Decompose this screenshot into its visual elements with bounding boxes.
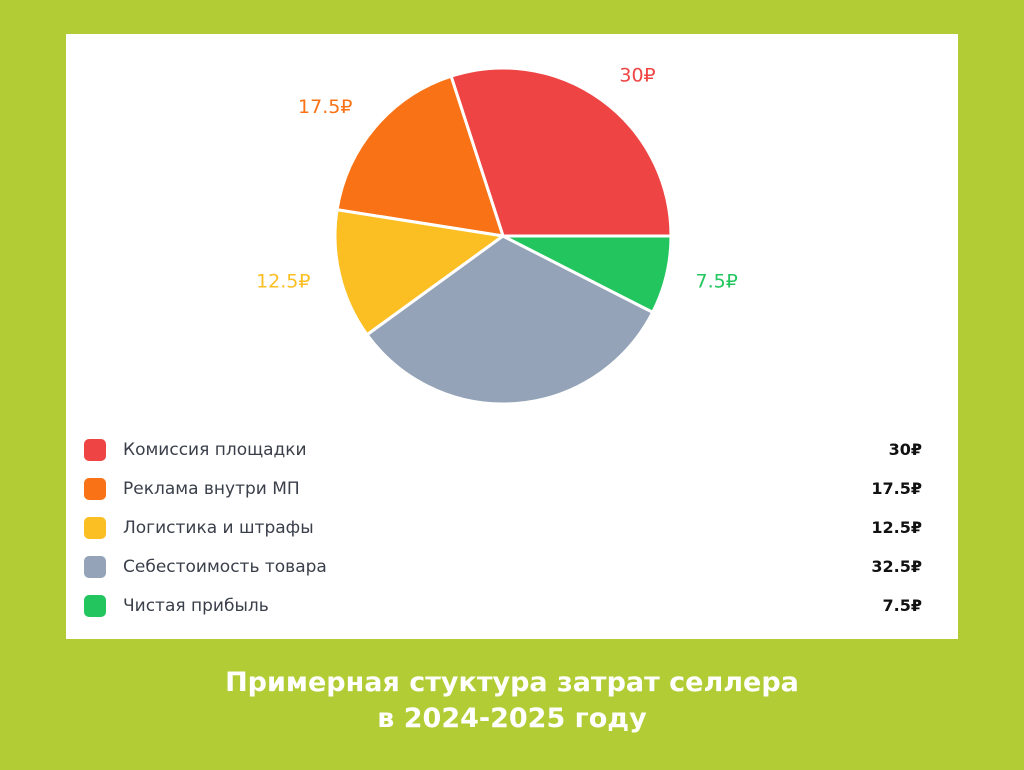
legend-label-cost: Себестоимость товара [123,556,327,577]
legend-swatch-cost [84,555,106,578]
caption-line-1: Примерная стуктура затрат селлера [225,667,799,698]
legend-value-commission: 30₽ [888,440,922,459]
chart-card: 30₽ 17.5₽ 12.5₽ 32.5₽ 7.5₽ Комиссия площадки… [66,34,958,639]
legend-label-commission: Комиссия площадки [123,439,307,460]
pie-slice-cost [365,234,655,406]
caption: Примерная стуктура затрат селлера в 2024… [0,665,1024,737]
pie-data-label-logistics: 12.5₽ [256,271,310,293]
pie-data-label-cost: 32.5₽ [491,422,545,424]
legend-value-profit: 7.5₽ [882,596,922,615]
pie-data-label-commission: 30₽ [619,64,655,86]
legend-item-profit: Чистая прибыль 7.5₽ [84,586,940,625]
legend-value-cost: 32.5₽ [871,557,922,576]
pie-slice-advertising [335,74,505,238]
legend-item-cost: Себестоимость товара 32.5₽ [84,547,940,586]
pie-data-label-profit: 7.5₽ [696,271,738,293]
legend-swatch-logistics [84,516,106,539]
caption-line-2: в 2024-2025 году [377,703,647,734]
legend-label-profit: Чистая прибыль [123,595,269,616]
legend-label-advertising: Реклама внутри МП [123,478,300,499]
legend-swatch-commission [84,438,106,461]
pie-slice-profit [501,234,673,314]
legend-swatch-profit [84,594,106,617]
legend-value-logistics: 12.5₽ [871,518,922,537]
legend-label-logistics: Логистика и штрафы [123,517,314,538]
legend-item-advertising: Реклама внутри МП 17.5₽ [84,469,940,508]
legend-item-commission: Комиссия площадки 30₽ [84,430,940,469]
pie-slice-logistics [333,208,505,337]
legend-swatch-advertising [84,477,106,500]
pie-chart: 30₽ 17.5₽ 12.5₽ 32.5₽ 7.5₽ [256,64,738,424]
pie-slice-commission [449,66,673,238]
legend-item-logistics: Логистика и штрафы 12.5₽ [84,508,940,547]
legend-value-advertising: 17.5₽ [871,479,922,498]
pie-data-label-advertising: 17.5₽ [298,96,352,118]
chart-legend: Комиссия площадки 30₽ Реклама внутри МП … [84,430,940,625]
